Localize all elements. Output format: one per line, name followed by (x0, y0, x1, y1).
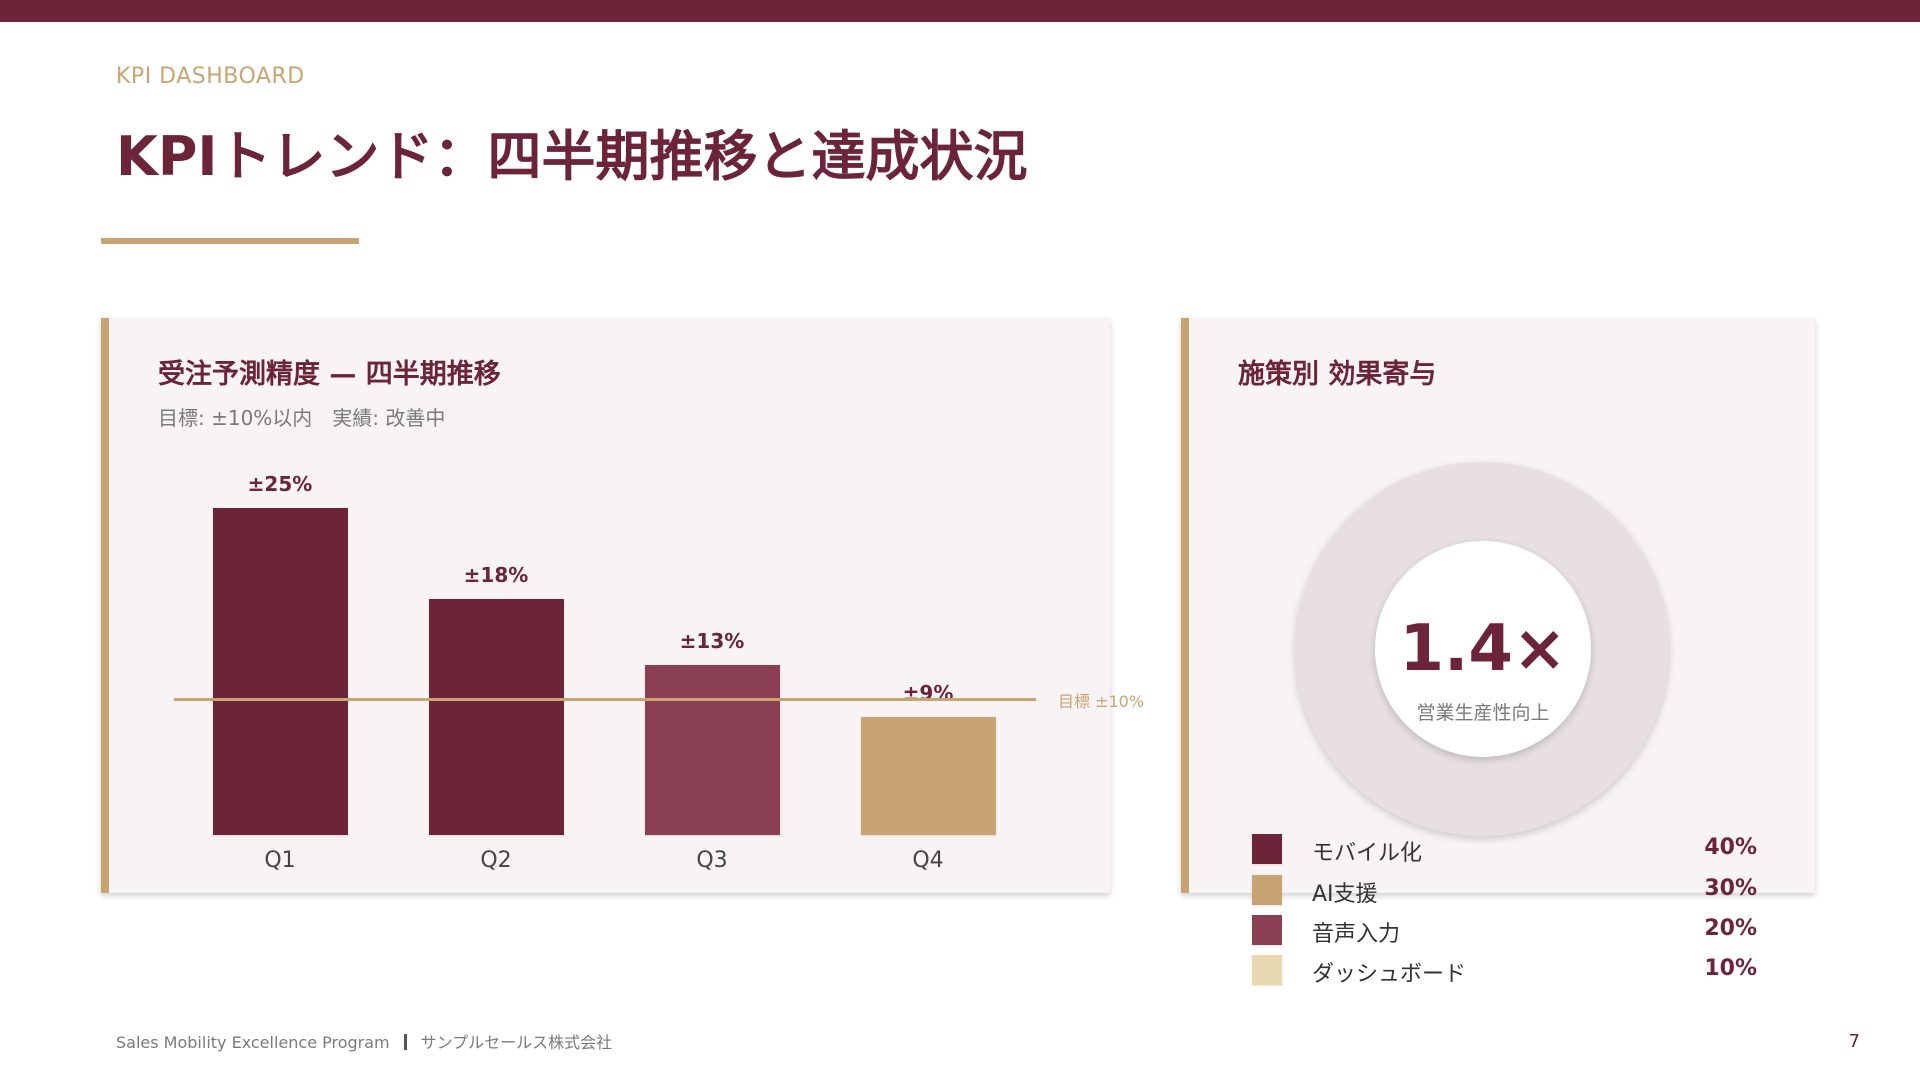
forecast-card-title: 受注予測精度 — 四半期推移 (158, 359, 501, 390)
footer-program: Sales Mobility Excellence Program (116, 1033, 390, 1052)
title-underline (101, 238, 359, 244)
slide-eyebrow: KPI DASHBOARD (116, 64, 305, 89)
footer: Sales Mobility Excellence Program サンプルセール… (116, 1029, 612, 1053)
donut-caption: 営業生産性向上 (1416, 702, 1550, 724)
bar-q1 (212, 507, 348, 835)
category-label: Q4 (912, 848, 944, 873)
bar-q4 (860, 717, 996, 835)
footer-company: サンプルセールス株式会社 (420, 1033, 613, 1052)
legend-swatch (1252, 915, 1282, 945)
legend-swatch (1252, 834, 1282, 864)
legend-swatch (1252, 955, 1282, 985)
top-accent-bar (0, 0, 1920, 22)
target-label: 目標 ±10% (1058, 692, 1145, 711)
legend-label: 音声入力 (1312, 922, 1401, 947)
legend-label: AI支援 (1312, 882, 1378, 907)
donut-value: 1.4× (1399, 612, 1567, 686)
bar-value-label: ±9% (902, 681, 954, 706)
legend-swatch (1252, 875, 1282, 905)
category-label: Q3 (696, 848, 728, 873)
legend-label: ダッシュボード (1312, 962, 1467, 987)
category-label: Q1 (264, 848, 296, 873)
bar-q2 (428, 599, 564, 835)
bar-value-label: ±25% (247, 471, 313, 496)
bar-value-label: ±18% (463, 563, 529, 588)
forecast-card-subtitle: 目標: ±10%以内 実績: 改善中 (158, 406, 446, 430)
card-accent-bar (101, 318, 109, 893)
bar-value-label: ±13% (679, 628, 745, 653)
donut-center (1375, 541, 1591, 757)
slide-title: KPIトレンド：四半期推移と達成状況 (116, 125, 1028, 188)
card-accent-bar (1181, 318, 1189, 893)
legend-percent: 30% (1704, 876, 1757, 901)
legend-label: モバイル化 (1312, 841, 1423, 866)
contribution-card-title: 施策別 効果寄与 (1238, 359, 1437, 390)
bar-q3 (644, 664, 780, 835)
category-label: Q2 (480, 848, 512, 873)
page-number: 7 (1848, 1031, 1860, 1052)
legend-percent: 20% (1704, 916, 1757, 941)
legend-percent: 40% (1704, 835, 1757, 860)
target-line (174, 698, 1036, 701)
footer-separator (403, 1034, 407, 1050)
legend-percent: 10% (1704, 956, 1757, 981)
